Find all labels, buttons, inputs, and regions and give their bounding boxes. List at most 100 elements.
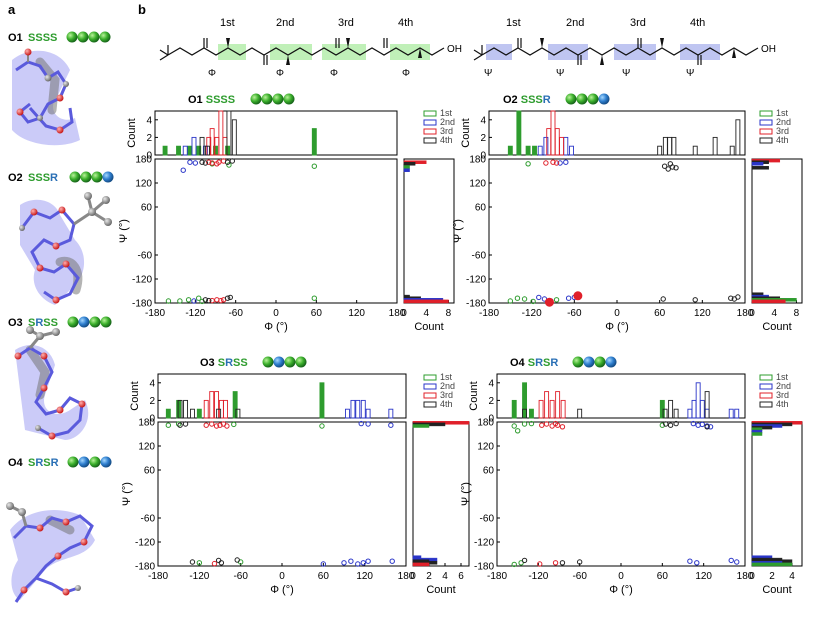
- x-tick-label: -180: [148, 571, 168, 582]
- legend-label: 3rd: [776, 126, 789, 136]
- top-hist-bar: [671, 136, 677, 156]
- y-tick-label: -60: [141, 514, 156, 525]
- right-hist-count-label: Count: [762, 321, 791, 333]
- plot-title-seq-letter: S: [233, 357, 240, 369]
- residue-ball-icon: [88, 31, 100, 43]
- right-hist-bar: [412, 424, 430, 428]
- y-tick-label: 120: [477, 442, 494, 453]
- scatter-point: [341, 560, 347, 566]
- right-hist-tick-label: 0: [410, 571, 416, 582]
- scatter-point: [224, 159, 231, 165]
- scheme-phi-angle: Φ: [402, 68, 410, 79]
- x-tick-label: -120: [522, 308, 542, 319]
- scatter-point: [507, 298, 514, 304]
- scatter-point: [663, 421, 669, 427]
- top-hist-bar: [550, 110, 556, 156]
- x-tick-label: 180: [737, 308, 754, 319]
- top-hist-tick-label: 4: [480, 115, 486, 126]
- x-tick-label: 60: [318, 571, 330, 582]
- x-tick-label: -60: [228, 308, 243, 319]
- top-hist-bar: [231, 119, 237, 156]
- seq-letter: S: [28, 172, 35, 184]
- y-tick-label: 120: [469, 179, 486, 190]
- legend-label: 4th: [440, 135, 453, 145]
- residue-ball-icon: [605, 356, 617, 368]
- scatter-point: [665, 166, 671, 172]
- panel-label-a: a: [8, 2, 16, 17]
- right-hist-bar: [751, 299, 786, 304]
- scheme-psi-angle: Ψ: [484, 68, 492, 79]
- scatter-frame: [157, 421, 407, 567]
- structure-label-o2: O2 SSSR: [8, 171, 114, 184]
- top-hist-bar: [350, 399, 356, 419]
- plot-title: O1 SSSS: [188, 94, 235, 106]
- scheme-psi-end-group: OH: [761, 44, 776, 55]
- legend-swatch: [423, 383, 437, 390]
- scheme-psi-label-4th: 4th: [690, 17, 705, 29]
- top-hist-bar: [662, 408, 668, 419]
- scatter-point: [734, 559, 740, 565]
- plot-title-seq-letter: S: [228, 94, 235, 106]
- plot-title-seq-letter: S: [206, 94, 213, 106]
- residue-ball-icon: [66, 31, 78, 43]
- scatter-point: [206, 297, 212, 304]
- seq-letter: S: [43, 317, 50, 329]
- legend-swatch: [759, 374, 773, 381]
- top-hist-bar: [176, 145, 181, 156]
- scatter-point: [659, 422, 666, 428]
- seq-letter: S: [50, 32, 57, 44]
- top-hist-bar: [546, 128, 552, 156]
- scheme-phi-label-1st: 1st: [220, 17, 235, 29]
- structure-render-o3: [14, 326, 89, 440]
- y-tick-label: -60: [138, 251, 153, 262]
- structure-seq: SRSR: [28, 457, 59, 469]
- y-axis-label: Ψ (°): [452, 219, 464, 243]
- top-hist-bar: [226, 110, 232, 156]
- residue-ball-icon: [572, 356, 584, 368]
- scatter-point: [216, 159, 222, 165]
- structure-render-o1: [12, 48, 80, 146]
- scatter-point: [518, 560, 524, 566]
- residue-ball-icon: [89, 456, 101, 468]
- x-tick-label: 120: [356, 571, 373, 582]
- top-hist-bar: [569, 145, 574, 156]
- legend-label: 3rd: [776, 390, 789, 400]
- seq-letter: S: [51, 317, 58, 329]
- top-hist-bar: [528, 408, 534, 419]
- right-hist-bar: [403, 162, 416, 166]
- right-hist-bar: [751, 166, 769, 170]
- top-hist-bar: [388, 408, 394, 419]
- scatter-point: [177, 422, 183, 428]
- top-hist-bar: [662, 136, 668, 156]
- top-hist-bar: [177, 399, 183, 419]
- scatter-point: [553, 160, 560, 166]
- scatter-point: [728, 557, 734, 564]
- top-hist-count-label: Count: [468, 381, 480, 410]
- scatter-point: [728, 295, 734, 301]
- scatter-point: [552, 420, 559, 427]
- right-hist-frame: [751, 421, 803, 567]
- scheme-psi-angle: Ψ: [556, 68, 564, 79]
- seq-letter: S: [43, 457, 50, 469]
- scatter-point: [735, 294, 741, 300]
- scheme-psi-label-1st: 1st: [506, 17, 521, 29]
- top-hist-bar: [734, 408, 740, 419]
- y-tick-label: 60: [141, 203, 153, 214]
- plot-title-name: O2: [503, 94, 521, 106]
- plot-title-seq-letter: S: [213, 94, 220, 106]
- top-hist-bar: [165, 408, 171, 419]
- top-hist-bar: [538, 399, 544, 419]
- scheme-phi-end-group: OH: [447, 44, 462, 55]
- plot-title-seq-letter: S: [543, 357, 550, 369]
- right-hist-bar: [403, 168, 410, 172]
- top-hist-tick-label: 2: [488, 396, 494, 407]
- top-hist-bar: [577, 408, 583, 419]
- right-hist-tick-label: 0: [749, 571, 755, 582]
- top-hist-bar: [691, 399, 697, 419]
- y-tick-label: -120: [474, 538, 494, 549]
- scheme-psi-angle: Ψ: [622, 68, 630, 79]
